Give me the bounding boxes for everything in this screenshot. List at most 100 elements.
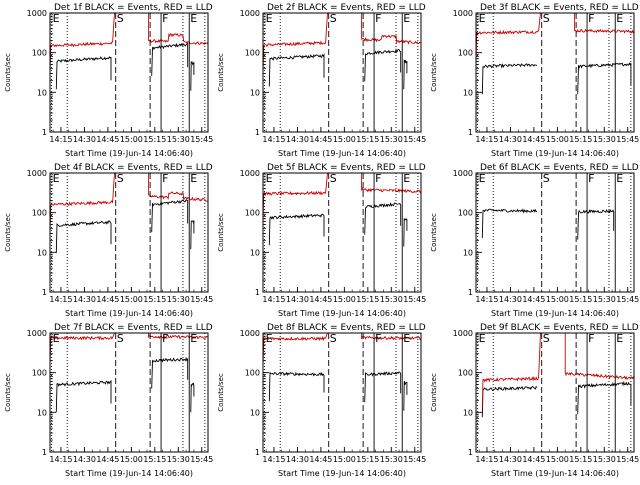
x-tick-label: 15:45 xyxy=(616,455,639,464)
x-tick-label: 15:45 xyxy=(616,135,639,144)
series-events-line xyxy=(55,56,112,90)
x-tick-label: 15:30 xyxy=(167,135,190,144)
y-axis-label: Counts/sec xyxy=(430,213,438,252)
y-axis-label: Counts/sec xyxy=(217,373,225,412)
y-tick-label: 1 xyxy=(468,448,473,457)
marker-label: F xyxy=(375,172,381,185)
series-lld-line xyxy=(481,333,541,408)
panel-title: Det 2f BLACK = Events, RED = LLD xyxy=(267,3,426,13)
marker-label: E xyxy=(403,12,410,25)
detector-panel-3: Det 3f BLACK = Events, RED = LLD Counts/s… xyxy=(430,3,639,158)
y-tick-label: 100 xyxy=(245,369,260,378)
marker-label: F xyxy=(588,12,594,25)
series-events-line xyxy=(190,60,195,91)
y-tick-label: 1 xyxy=(42,448,47,457)
x-tick-label: 14:45 xyxy=(522,135,545,144)
x-tick-label: 15:30 xyxy=(380,295,403,304)
series-lld-line xyxy=(148,173,208,202)
x-tick-label: 15:45 xyxy=(403,295,426,304)
x-tick-label: 14:45 xyxy=(522,455,545,464)
y-tick-label: 10 xyxy=(250,88,260,97)
x-tick-label: 14:15 xyxy=(262,295,285,304)
plot-frame xyxy=(49,12,209,133)
series-lld-line xyxy=(148,13,208,46)
y-axis-label: Counts/sec xyxy=(4,213,12,252)
series-events-line xyxy=(403,380,408,411)
detector-panel-9: Det 9f BLACK = Events, RED = LLD Counts/s… xyxy=(430,323,639,478)
panel-title: Det 3f BLACK = Events, RED = LLD xyxy=(480,3,639,13)
x-tick-label: 14:45 xyxy=(309,455,332,464)
y-tick-label: 10 xyxy=(37,88,47,97)
y-tick-label: 100 xyxy=(32,49,47,58)
x-tick-label: 14:15 xyxy=(475,135,498,144)
y-tick-label: 1 xyxy=(468,128,473,137)
marker-label: F xyxy=(588,172,594,185)
x-tick-label: 14:30 xyxy=(286,135,309,144)
x-tick-label: 15:30 xyxy=(593,135,616,144)
marker-label: E xyxy=(616,12,623,25)
detector-panel-2: Det 2f BLACK = Events, RED = LLD Counts/s… xyxy=(217,3,426,158)
marker-label: E xyxy=(53,172,60,185)
y-tick-label: 1 xyxy=(42,128,47,137)
plot-frame xyxy=(49,172,209,293)
x-axis-label: Start Time (19-Jun-14 14:06:40) xyxy=(65,149,193,158)
x-tick-label: 14:45 xyxy=(96,455,119,464)
detector-panel-6: Det 6f BLACK = Events, RED = LLD Counts/s… xyxy=(430,163,639,318)
series-lld-line xyxy=(361,13,421,45)
series-lld-line xyxy=(361,173,421,194)
series-events-line xyxy=(151,199,189,233)
marker-label: E xyxy=(190,332,197,345)
x-tick-label: 14:30 xyxy=(73,455,96,464)
panel-title: Det 4f BLACK = Events, RED = LLD xyxy=(54,163,213,173)
y-axis-label: Counts/sec xyxy=(4,373,12,412)
series-events-line xyxy=(151,42,189,76)
y-tick-label: 100 xyxy=(32,209,47,218)
y-axis-label: Counts/sec xyxy=(4,53,12,92)
x-tick-label: 15:45 xyxy=(616,295,639,304)
x-tick-label: 15:30 xyxy=(380,135,403,144)
x-tick-label: 14:15 xyxy=(475,455,498,464)
panel-title: Det 9f BLACK = Events, RED = LLD xyxy=(480,323,639,333)
x-tick-label: 14:30 xyxy=(499,455,522,464)
y-tick-label: 100 xyxy=(245,209,260,218)
series-events-line xyxy=(403,218,408,247)
marker-label: F xyxy=(375,12,381,25)
marker-label: S xyxy=(117,332,124,345)
y-tick-label: 100 xyxy=(458,209,473,218)
marker-label: F xyxy=(588,332,594,345)
marker-label: E xyxy=(266,172,273,185)
marker-label: F xyxy=(162,332,168,345)
plot-frame xyxy=(262,12,422,133)
series-events-line xyxy=(268,53,325,87)
y-tick-label: 10 xyxy=(37,408,47,417)
y-tick-label: 100 xyxy=(458,49,473,58)
x-tick-label: 15:00 xyxy=(333,455,356,464)
y-tick-label: 10 xyxy=(463,88,473,97)
x-tick-label: 14:30 xyxy=(73,135,96,144)
marker-label: S xyxy=(543,172,550,185)
detector-panel-4: Det 4f BLACK = Events, RED = LLD Counts/s… xyxy=(4,163,213,318)
y-tick-label: 1000 xyxy=(240,169,260,178)
y-tick-label: 1 xyxy=(468,288,473,297)
x-tick-label: 15:15 xyxy=(356,135,379,144)
marker-label: E xyxy=(190,12,197,25)
series-lld-line xyxy=(476,13,541,61)
marker-label: E xyxy=(616,172,623,185)
marker-label: F xyxy=(375,332,381,345)
y-axis-label: Counts/sec xyxy=(217,213,225,252)
y-tick-label: 100 xyxy=(245,49,260,58)
x-tick-label: 15:15 xyxy=(569,135,592,144)
x-tick-label: 15:15 xyxy=(569,295,592,304)
marker-label: S xyxy=(543,332,550,345)
x-tick-label: 15:00 xyxy=(120,455,143,464)
series-lld-line xyxy=(50,173,115,233)
x-tick-label: 14:30 xyxy=(286,295,309,304)
plot-frame xyxy=(475,12,635,133)
y-tick-label: 100 xyxy=(458,369,473,378)
marker-label: E xyxy=(479,172,486,185)
x-tick-label: 15:30 xyxy=(593,295,616,304)
x-tick-label: 15:15 xyxy=(356,455,379,464)
x-tick-label: 14:15 xyxy=(49,455,72,464)
